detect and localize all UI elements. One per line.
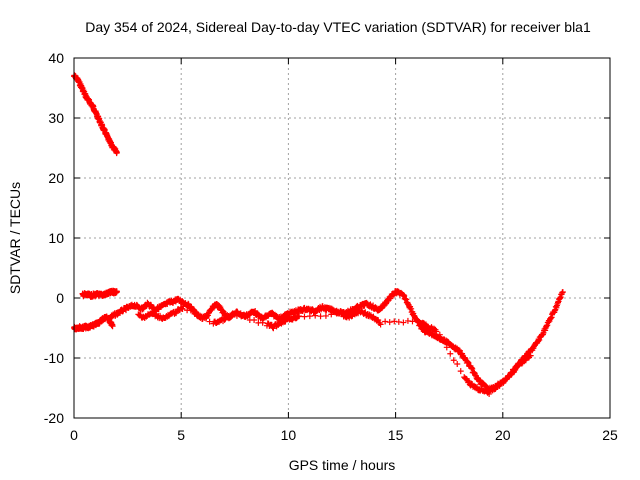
- x-axis-label: GPS time / hours: [289, 457, 396, 473]
- data-point: [454, 361, 461, 368]
- data-point: [113, 149, 120, 156]
- data-point: [296, 313, 303, 320]
- data-point: [317, 313, 324, 320]
- grid-lines: [74, 58, 610, 418]
- data-point: [395, 318, 402, 325]
- data-point: [382, 318, 389, 325]
- x-tick-label: 15: [388, 427, 404, 443]
- data-point: [436, 331, 443, 338]
- data-point: [466, 378, 473, 385]
- axes: 0 5 10 15 20 25 -20 -10 0 10 20 30 40: [44, 50, 618, 443]
- data-point: [489, 387, 496, 394]
- x-tick-label: 25: [602, 427, 618, 443]
- x-tick-label: 10: [281, 427, 297, 443]
- data-point: [377, 321, 384, 328]
- data-point: [180, 303, 187, 310]
- data-point: [474, 383, 481, 390]
- data-point: [322, 312, 329, 319]
- y-tick-label: 20: [48, 170, 64, 186]
- y-tick-label: -10: [44, 350, 64, 366]
- y-tick-label: 30: [48, 110, 64, 126]
- y-tick-label: 10: [48, 230, 64, 246]
- series-group: [135, 303, 534, 397]
- y-tick-label: 0: [56, 290, 64, 306]
- data-point: [179, 305, 186, 312]
- data-point: [328, 311, 335, 318]
- data-point: [113, 288, 120, 295]
- data-point: [301, 313, 308, 320]
- data-point: [259, 319, 266, 326]
- data-point: [433, 328, 440, 335]
- data-point: [486, 388, 493, 395]
- data-point: [251, 316, 258, 323]
- series-group: [71, 72, 120, 157]
- data-points: [71, 72, 566, 397]
- x-tick-label: 0: [70, 427, 78, 443]
- data-point: [457, 368, 464, 375]
- data-point: [440, 338, 447, 345]
- data-point: [450, 357, 457, 364]
- series-group: [79, 287, 120, 300]
- y-tick-label: -20: [44, 410, 64, 426]
- data-point: [559, 289, 566, 295]
- data-point: [312, 312, 319, 319]
- data-point: [492, 386, 499, 393]
- data-point: [505, 373, 512, 380]
- data-point: [527, 352, 534, 359]
- data-point: [409, 318, 416, 325]
- data-point: [443, 344, 450, 351]
- data-point: [109, 323, 116, 330]
- data-point: [306, 313, 313, 320]
- y-tick-label: 40: [48, 50, 64, 66]
- data-point: [187, 307, 194, 314]
- data-point: [242, 313, 249, 320]
- x-tick-label: 20: [495, 427, 511, 443]
- x-tick-label: 5: [177, 427, 185, 443]
- data-point: [195, 312, 202, 319]
- data-point: [202, 315, 209, 322]
- data-point: [229, 311, 236, 318]
- data-point: [333, 310, 340, 317]
- chart-title: Day 354 of 2024, Sidereal Day-to-day VTE…: [85, 19, 591, 35]
- data-point: [191, 310, 198, 317]
- data-point: [447, 350, 454, 357]
- data-point: [228, 312, 235, 319]
- series-group: [105, 288, 566, 393]
- data-point: [497, 380, 504, 387]
- data-point: [386, 319, 393, 326]
- series-group: [71, 313, 116, 333]
- y-axis-label: SDTVAR / TECUs: [7, 182, 23, 294]
- data-point: [400, 319, 407, 326]
- data-point: [522, 357, 529, 364]
